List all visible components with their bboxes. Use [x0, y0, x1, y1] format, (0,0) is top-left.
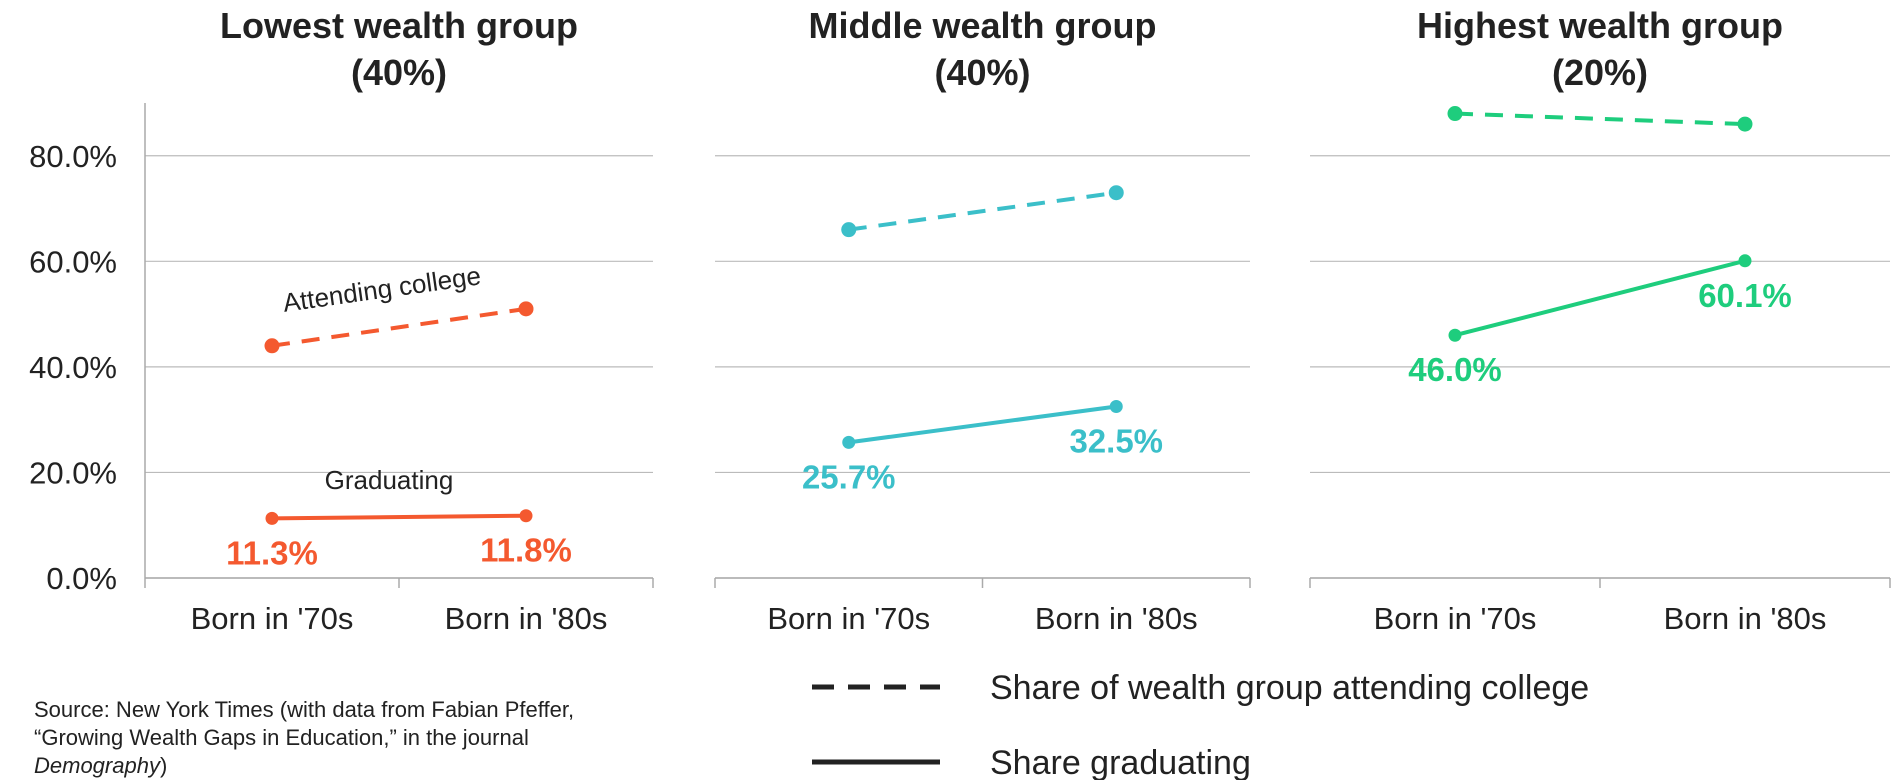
chart-subtitle: (40%) — [934, 52, 1030, 93]
chart-title: Lowest wealth group — [220, 5, 578, 46]
chart-subtitle: (40%) — [351, 52, 447, 93]
point — [1109, 399, 1123, 413]
line — [848, 404, 1117, 445]
point — [1448, 328, 1462, 342]
x-tick-label: Born in '70s — [191, 601, 354, 636]
annotation: Graduating — [325, 465, 454, 495]
value-label: 60.1% — [1698, 277, 1792, 314]
y-tick-label: 40.0% — [29, 350, 117, 385]
chart-title: Highest wealth group — [1417, 5, 1783, 46]
chart-subtitle: (20%) — [1552, 52, 1648, 93]
y-tick-label: 20.0% — [29, 455, 117, 490]
value-label: 32.5% — [1069, 422, 1163, 459]
point — [264, 338, 280, 354]
line — [271, 513, 527, 521]
point — [1737, 116, 1753, 132]
legend-label: Share of wealth group attending college — [990, 669, 1589, 707]
point — [1108, 185, 1124, 201]
source-italic: Demography — [34, 753, 162, 778]
value-label: 25.7% — [802, 458, 896, 495]
x-tick-label: Born in '70s — [1374, 601, 1537, 636]
source-end: ) — [160, 753, 167, 778]
source-line: Source: New York Times (with data from F… — [34, 697, 574, 722]
x-tick-label: Born in '80s — [445, 601, 608, 636]
y-tick-label: 80.0% — [29, 139, 117, 174]
source-line: “Growing Wealth Gaps in Education,” in t… — [34, 725, 529, 750]
source-line: Demography) — [34, 753, 167, 778]
value-label: 11.3% — [226, 534, 318, 571]
line — [271, 306, 527, 348]
value-label: 11.8% — [480, 532, 572, 569]
y-tick-label: 0.0% — [46, 561, 117, 596]
point — [519, 509, 533, 523]
point — [842, 435, 856, 449]
value-label: 46.0% — [1408, 351, 1502, 388]
point — [1738, 254, 1752, 268]
line — [1454, 258, 1746, 338]
x-tick-label: Born in '80s — [1664, 601, 1827, 636]
point — [841, 222, 857, 238]
x-tick-label: Born in '70s — [767, 601, 930, 636]
point — [265, 511, 279, 525]
line — [848, 190, 1117, 232]
y-tick-label: 60.0% — [29, 244, 117, 279]
x-tick-label: Born in '80s — [1035, 601, 1198, 636]
point — [518, 301, 534, 317]
annotation: Attending college — [281, 260, 483, 317]
point — [1447, 106, 1463, 122]
line — [1454, 111, 1746, 127]
legend-label: Share graduating — [990, 744, 1251, 780]
chart-title: Middle wealth group — [809, 5, 1157, 46]
